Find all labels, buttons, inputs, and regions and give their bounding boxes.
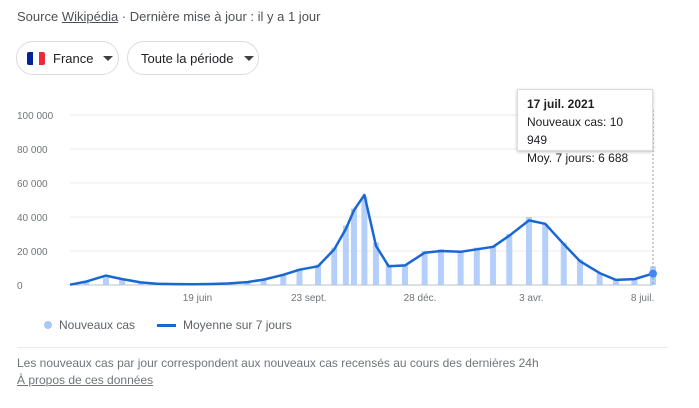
case-bar xyxy=(244,281,251,285)
wikipedia-link[interactable]: Wikipédia xyxy=(61,9,119,24)
x-tick-label: 28 déc. xyxy=(404,293,437,304)
legend-item-avg: Moyenne sur 7 jours xyxy=(157,318,292,332)
case-bar xyxy=(401,264,408,285)
case-bar xyxy=(576,259,583,285)
legend-daily-label: Nouveaux cas xyxy=(59,318,136,332)
chart-tooltip: 17 juil. 2021 Nouveaux cas: 10 949 Moy. … xyxy=(517,89,653,165)
y-tick-label: 100 000 xyxy=(17,111,54,122)
x-tick-label: 23 sept. xyxy=(291,293,327,304)
case-bar xyxy=(421,251,428,285)
case-bar xyxy=(596,273,603,285)
x-tick-label: 3 avr. xyxy=(519,293,543,304)
y-tick-label: 80 000 xyxy=(17,145,48,156)
case-bar xyxy=(457,251,464,285)
case-bar xyxy=(137,282,144,285)
case-bar xyxy=(631,279,638,285)
source-prefix: Source xyxy=(17,9,59,24)
case-bar xyxy=(437,249,444,285)
tooltip-new-cases: Nouveaux cas: 10 949 xyxy=(527,115,624,147)
case-bar xyxy=(525,217,532,285)
source-line: Source Wikipédia · Dernière mise à jour … xyxy=(17,9,320,24)
case-bar xyxy=(331,247,338,285)
caret-down-icon xyxy=(243,55,254,61)
x-tick-label: 19 juin xyxy=(183,293,212,304)
divider xyxy=(17,347,668,348)
case-bar xyxy=(342,225,349,285)
france-flag-icon xyxy=(27,51,45,65)
flag-red-stripe xyxy=(39,51,45,65)
case-bar xyxy=(372,242,379,285)
flag-blue-stripe xyxy=(27,51,33,65)
case-bar xyxy=(260,279,267,285)
case-bar xyxy=(83,280,90,285)
period-label: Toute la période xyxy=(141,50,234,66)
footnote-text: Les nouveaux cas par jour correspondent … xyxy=(17,356,539,370)
case-bar xyxy=(119,279,126,285)
case-bar xyxy=(385,264,392,285)
y-tick-label: 60 000 xyxy=(17,179,48,190)
period-dropdown[interactable]: Toute la période xyxy=(127,41,259,75)
legend-line-icon xyxy=(157,323,176,327)
legend-avg-label: Moyenne sur 7 jours xyxy=(183,318,292,332)
case-bar xyxy=(296,268,303,285)
case-bar xyxy=(490,245,497,285)
case-bar xyxy=(361,196,368,285)
case-bar xyxy=(612,279,619,285)
y-tick-label: 20 000 xyxy=(17,247,48,258)
x-tick-label: 8 juil. xyxy=(631,293,654,304)
about-data-link[interactable]: À propos de ces données xyxy=(17,373,154,387)
case-bar xyxy=(473,247,480,285)
legend-dot-icon xyxy=(44,321,52,329)
footnote: Les nouveaux cas par jour correspondent … xyxy=(17,355,539,389)
avg-line xyxy=(69,193,654,286)
case-bar xyxy=(315,264,322,285)
legend-item-daily: Nouveaux cas xyxy=(44,318,135,332)
last-updated: · Dernière mise à jour : il y a 1 jour xyxy=(118,9,321,24)
country-label: France xyxy=(53,50,94,66)
case-bar xyxy=(542,223,549,285)
caret-down-icon xyxy=(103,55,114,61)
case-bar xyxy=(350,208,357,285)
hover-dot xyxy=(649,269,657,278)
case-bar xyxy=(506,234,513,285)
case-bar xyxy=(102,277,109,285)
case-bar xyxy=(560,242,567,285)
tooltip-avg7: Moy. 7 jours: 6 688 xyxy=(527,151,629,165)
country-dropdown[interactable]: France xyxy=(16,41,119,75)
flag-white-stripe xyxy=(33,51,39,65)
y-tick-label: 0 xyxy=(17,281,23,292)
y-tick-label: 40 000 xyxy=(17,213,48,224)
tooltip-date: 17 juil. 2021 xyxy=(527,97,595,111)
case-bar xyxy=(280,273,287,285)
